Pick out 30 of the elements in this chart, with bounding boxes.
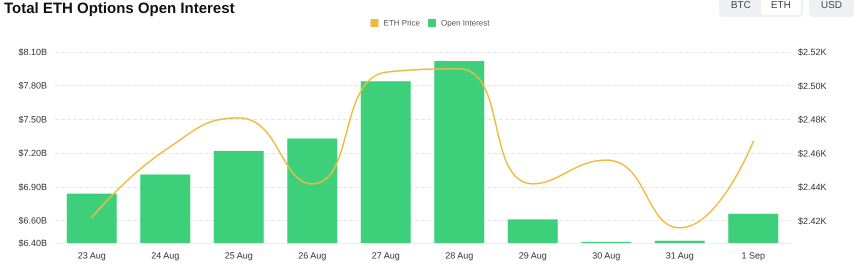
x-tick-label: 25 Aug [224, 250, 253, 260]
x-tick-label: 26 Aug [298, 250, 326, 260]
y-tick-label: $6.60B [18, 216, 47, 226]
chart-title: Total ETH Options Open Interest [4, 0, 235, 17]
x-tick-label: 29 Aug [518, 250, 547, 260]
y-tick-label: $7.80B [18, 80, 47, 91]
text: ETH [760, 0, 801, 15]
y-tick-label: $6.40B [18, 238, 47, 248]
x-tick-label: 31 Aug [666, 250, 694, 260]
y2-tick-label: $2.50K [798, 80, 827, 91]
text: USD [810, 0, 852, 15]
y-tick-label: $6.90B [18, 182, 47, 192]
y2-tick-label: $2.42K [798, 216, 827, 226]
x-tick-label: 27 Aug [372, 250, 400, 260]
legend-label: ETH Price [384, 18, 421, 28]
line-series [91, 68, 754, 229]
x-tick-label: 1 Sep [741, 250, 766, 260]
y-tick-label: $7.50B [18, 114, 47, 124]
x-tick-label: 30 Aug [592, 250, 620, 260]
y2-tick-label: $2.46K [798, 148, 827, 158]
y-tick-label: $7.20B [18, 148, 47, 158]
y2-tick-label: $2.48K [798, 114, 827, 125]
y2-tick-label: $2.52K [798, 47, 827, 57]
x-tick-label: 24 Aug [151, 250, 180, 260]
x-tick-label: 23 Aug [78, 250, 106, 260]
x-tick-label: 28 Aug [445, 250, 474, 260]
text: BTC [730, 0, 752, 13]
y2-tick-label: $2.44K [798, 182, 827, 192]
y-tick-label: $8.10B [18, 47, 47, 57]
legend-label: Open Interest [440, 18, 490, 28]
